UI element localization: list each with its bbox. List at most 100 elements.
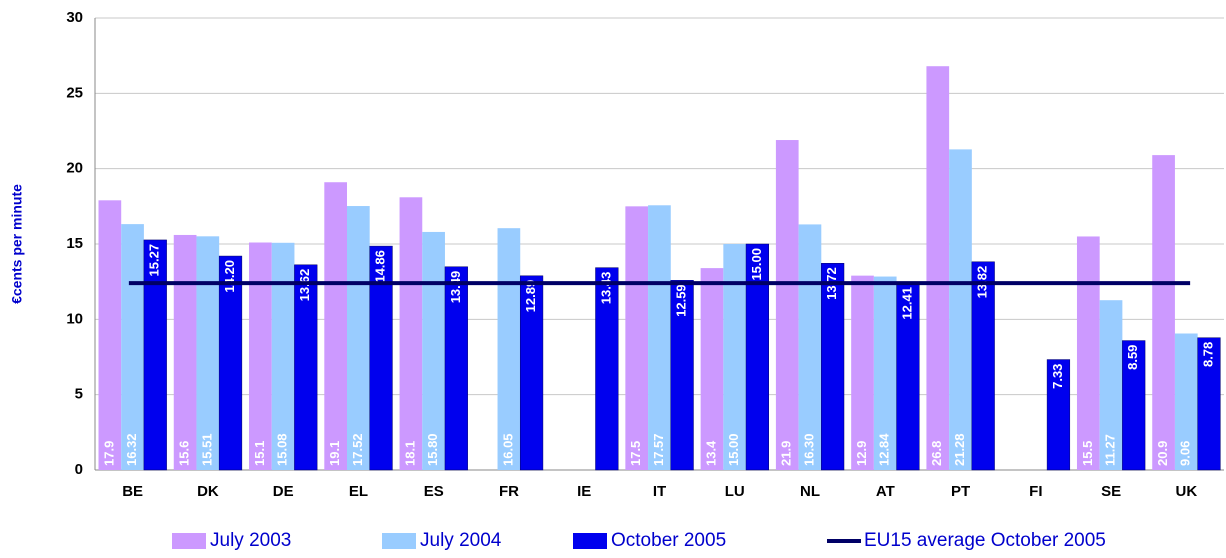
bar <box>926 66 950 471</box>
data-label: 15.6 <box>177 441 192 466</box>
bar <box>444 266 468 471</box>
bar <box>369 245 393 471</box>
data-label: 17.9 <box>101 441 116 466</box>
data-label: 15.51 <box>199 433 214 466</box>
bar <box>625 206 649 471</box>
legend-swatch <box>573 533 607 549</box>
x-tick-label: FI <box>1029 483 1042 500</box>
y-tick-label: 15 <box>66 235 83 252</box>
y-tick-label: 25 <box>66 84 83 101</box>
bar <box>949 149 972 470</box>
bar <box>497 228 521 470</box>
data-label: 12.9 <box>854 441 869 466</box>
legend-label: July 2004 <box>420 530 502 551</box>
x-tick-label: SE <box>1101 483 1121 500</box>
bar <box>821 263 845 471</box>
data-label: 19.1 <box>327 441 342 466</box>
data-label: 20.9 <box>1155 441 1170 466</box>
y-tick-label: 30 <box>66 9 83 26</box>
data-label: 16.30 <box>801 433 816 466</box>
bar <box>1099 300 1123 470</box>
y-tick-label: 5 <box>75 386 83 403</box>
bar <box>422 231 445 470</box>
x-tick-label: DK <box>197 483 219 500</box>
bar <box>798 224 822 470</box>
bar <box>143 239 167 471</box>
bar <box>873 276 897 470</box>
data-label: 16.32 <box>124 433 139 466</box>
x-tick-label: IE <box>577 483 591 500</box>
bar <box>173 234 197 470</box>
data-label: 9.06 <box>1178 441 1193 466</box>
x-tick-label: DE <box>273 483 294 500</box>
legend-swatch <box>382 533 416 549</box>
bar <box>121 224 144 470</box>
x-tick-label: BE <box>122 483 143 500</box>
bar <box>648 205 671 470</box>
data-label: 16.05 <box>500 433 515 466</box>
data-label: 12.59 <box>674 284 689 317</box>
data-label: 15.27 <box>147 244 162 277</box>
data-label: 15.80 <box>425 433 440 466</box>
data-label: 26.8 <box>929 441 944 466</box>
bar <box>670 280 694 471</box>
bar <box>519 275 544 471</box>
data-label: 12.89 <box>523 280 538 313</box>
data-label: 7.33 <box>1050 364 1065 389</box>
bar <box>775 140 799 471</box>
data-label: 11.27 <box>1102 434 1117 466</box>
data-label: 13.43 <box>598 272 613 305</box>
bar <box>294 264 318 471</box>
bar <box>745 243 769 471</box>
bar <box>1152 155 1175 470</box>
legend-swatch <box>172 533 206 549</box>
data-label: 13.4 <box>703 440 718 466</box>
data-label: 18.1 <box>402 441 417 466</box>
x-tick-label: EL <box>349 483 368 500</box>
x-tick-label: NL <box>800 483 820 500</box>
data-label: 15.5 <box>1080 441 1095 466</box>
legend-label: July 2003 <box>210 530 291 551</box>
data-label: 13.49 <box>448 271 463 304</box>
data-label: 17.5 <box>628 441 643 466</box>
data-label: 8.78 <box>1200 342 1215 367</box>
y-tick-label: 10 <box>66 310 83 327</box>
bar <box>595 267 619 471</box>
bar <box>98 200 122 470</box>
data-label: 14.86 <box>372 250 387 283</box>
data-label: 15.00 <box>726 433 741 466</box>
data-label: 15.08 <box>275 433 290 466</box>
y-tick-label: 0 <box>75 461 83 478</box>
bar <box>1046 359 1071 471</box>
data-label: 15.1 <box>252 441 267 466</box>
y-axis-title: €cents per minute <box>9 184 25 304</box>
x-tick-label: IT <box>653 483 666 500</box>
data-label: 14.20 <box>222 260 237 293</box>
data-label: 8.59 <box>1125 345 1140 370</box>
bar <box>347 206 370 471</box>
data-label: 12.41 <box>899 287 914 320</box>
bar <box>851 275 874 470</box>
y-tick-label: 20 <box>66 160 83 177</box>
bar <box>399 197 423 470</box>
legend-label: October 2005 <box>611 530 726 551</box>
bar <box>324 182 347 470</box>
data-label: 15.00 <box>749 248 764 281</box>
bar <box>971 261 995 471</box>
data-label: 12.84 <box>877 433 892 466</box>
bar <box>196 236 220 470</box>
bar <box>271 242 295 470</box>
bar <box>1174 333 1198 470</box>
legend-label: EU15 average October 2005 <box>864 530 1106 551</box>
data-label: 21.28 <box>952 433 967 466</box>
x-tick-label: UK <box>1176 483 1198 500</box>
bar <box>1197 337 1221 471</box>
x-tick-label: PT <box>951 483 970 500</box>
data-label: 17.52 <box>350 433 365 466</box>
x-tick-label: AT <box>876 483 895 500</box>
bar <box>1076 236 1100 470</box>
bar <box>723 244 747 470</box>
data-label: 21.9 <box>779 441 794 466</box>
bar <box>700 268 724 470</box>
bar <box>1122 340 1146 471</box>
